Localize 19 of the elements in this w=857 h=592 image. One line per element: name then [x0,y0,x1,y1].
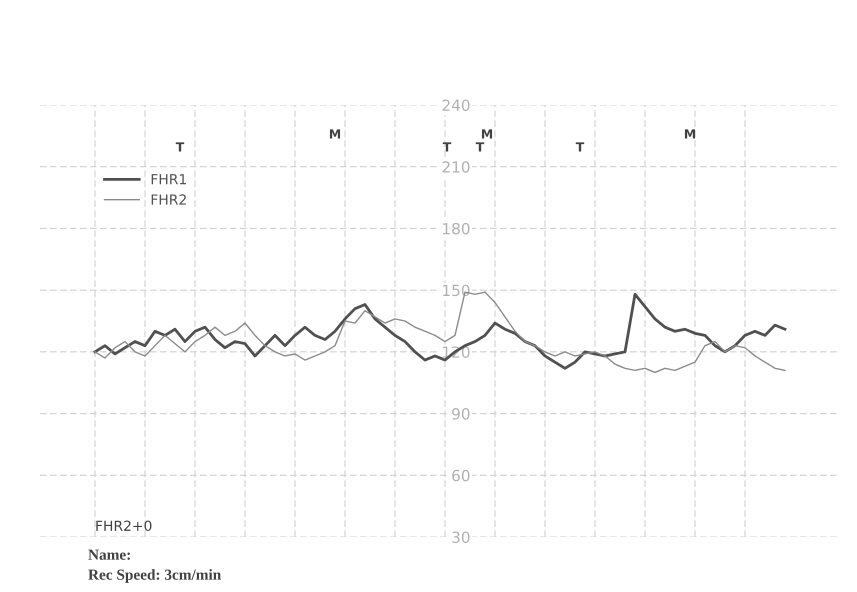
annotation: T [476,142,484,152]
text: Rec Speed: 3cm/min [88,569,222,583]
annotation: T [576,142,584,152]
annotation: T [176,142,184,152]
annotation: T [442,142,452,152]
annotation: M [330,129,340,138]
legend-label: FHR2 [152,194,186,205]
y-tick-label: 210 [442,161,470,173]
y-tick-label: 90 [452,408,470,420]
annotation: M [684,129,696,138]
legend-label: FHR1 [152,174,186,184]
y-tick-label: 150 [443,284,470,296]
y-tick-label: 30 [452,531,470,544]
annotation: FHR2+0 [96,520,152,532]
text: Name: [88,550,130,560]
y-tick-label: 240 [442,99,470,112]
y-tick-label: 180 [443,222,470,234]
annotation: M [482,129,492,138]
y-tick-label: 60 [452,470,470,482]
